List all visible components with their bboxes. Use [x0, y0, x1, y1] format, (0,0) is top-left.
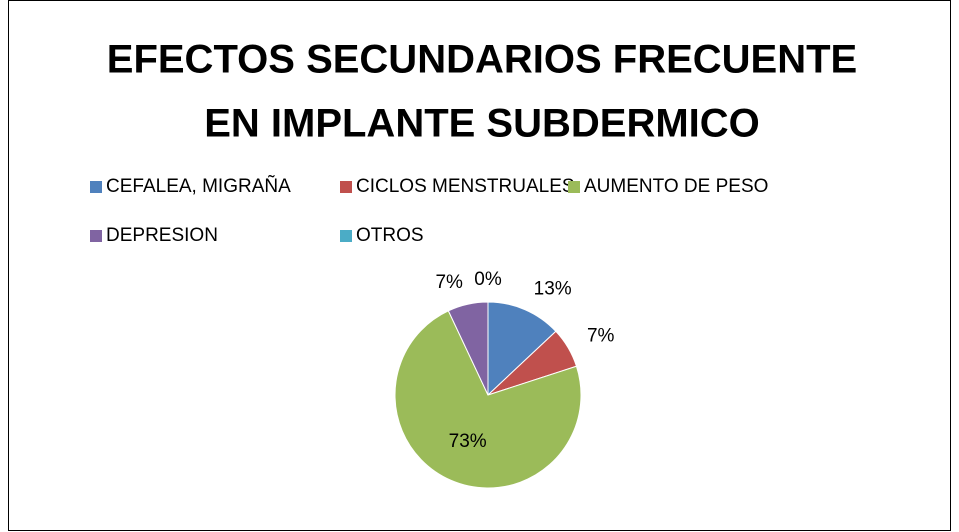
legend-swatch	[90, 181, 102, 193]
data-label: 7%	[587, 325, 615, 346]
legend-swatch	[90, 230, 102, 242]
data-label: 7%	[435, 272, 463, 293]
pie-slice	[394, 310, 582, 489]
chart-title: EN IMPLANTE SUBDERMICO	[204, 102, 760, 146]
legend-swatch	[340, 230, 352, 242]
data-label: 0%	[474, 269, 502, 290]
legend-label: DEPRESION	[106, 225, 218, 246]
legend-label: CICLOS MENSTRUALES	[356, 176, 575, 197]
legend-label: CEFALEA, MIGRAÑA	[106, 175, 291, 197]
legend-label: OTROS	[356, 225, 424, 246]
pie-slice	[487, 301, 557, 397]
data-label: 13%	[534, 278, 572, 299]
legend-swatch	[340, 181, 352, 193]
chart-title: EFECTOS SECUNDARIOS FRECUENTE	[107, 38, 857, 82]
data-label: 73%	[449, 431, 487, 452]
legend-swatch	[568, 181, 580, 193]
legend-label: AUMENTO DE PESO	[584, 176, 768, 197]
